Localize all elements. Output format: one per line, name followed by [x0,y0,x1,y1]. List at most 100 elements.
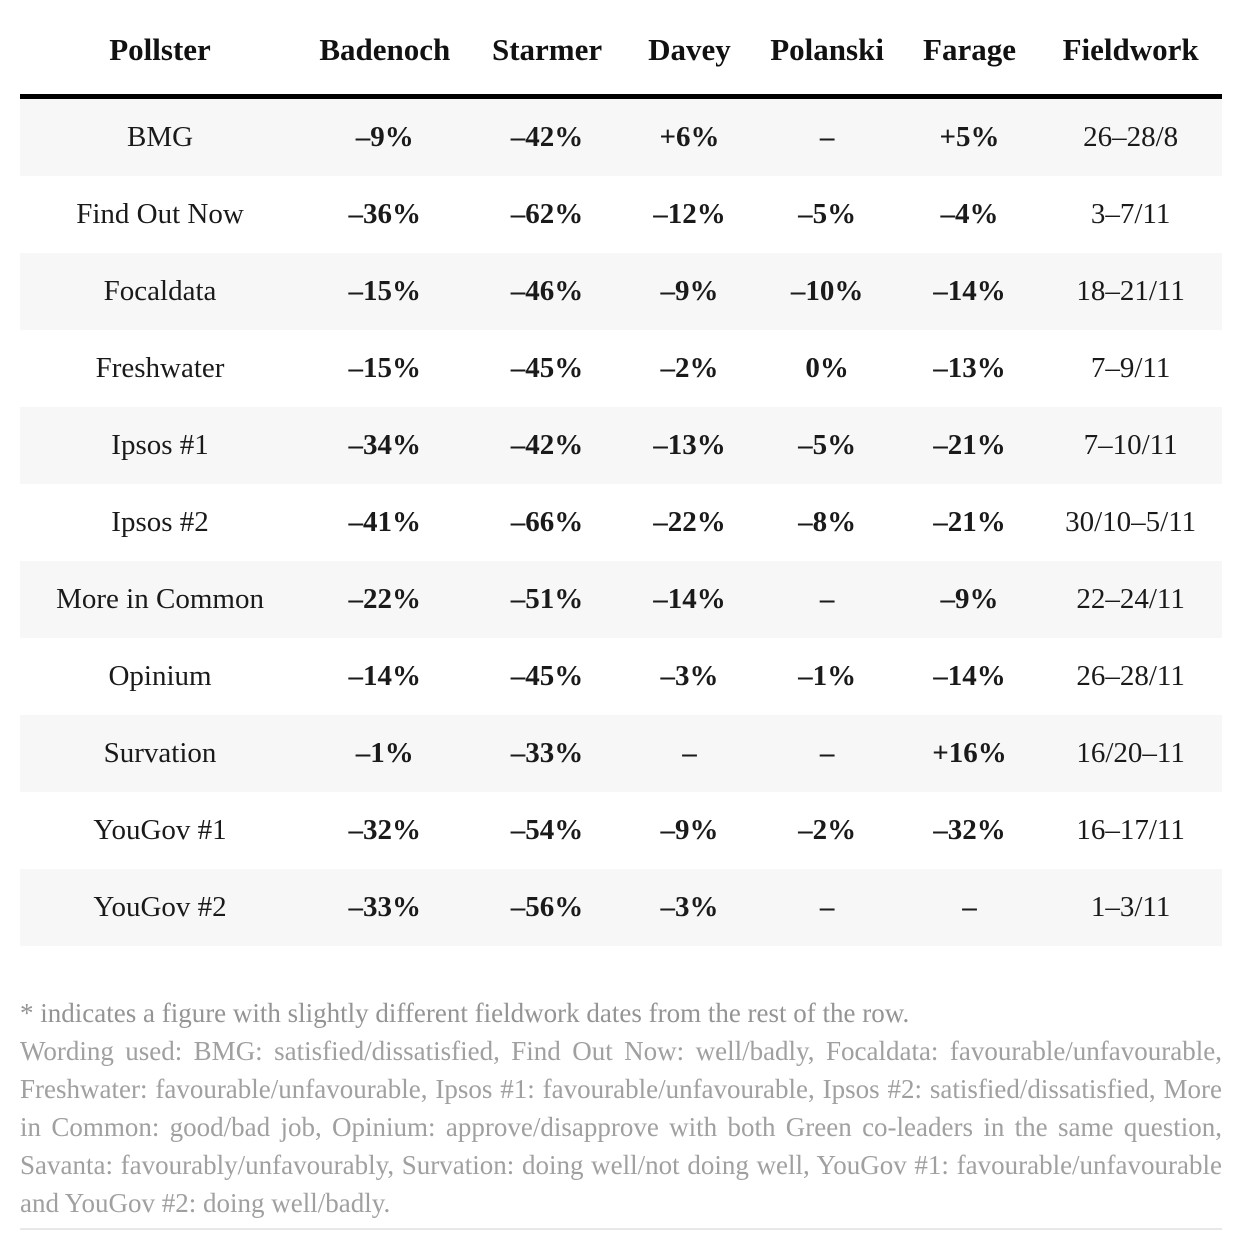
cell-farage: +5% [939,121,1000,153]
cell-farage: –13% [933,352,1006,384]
cell-polanski: –10% [790,275,864,307]
cell-badenoch: –36% [348,198,422,230]
cell-badenoch: –41% [348,506,422,538]
cell-davey: –12% [653,198,726,230]
cell-farage: +16% [932,737,1007,769]
cell-starmer: –46% [510,275,584,307]
cell-badenoch: –9% [355,121,414,153]
cell-polanski: – [819,121,835,153]
cell-polanski: –1% [798,660,857,692]
cell-starmer: –45% [510,660,584,692]
cell-farage: –21% [933,506,1006,538]
cell-starmer: –42% [510,121,584,153]
cell-starmer: –56% [510,891,584,923]
table-row: Focaldata –15% –46% –9% –10% –14% 18–21/… [20,253,1222,330]
cell-polanski: –8% [798,506,857,538]
cell-polanski: –5% [798,198,857,230]
cell-starmer: –33% [510,737,584,769]
cell-badenoch: –33% [348,891,422,923]
cell-davey: –13% [653,429,726,461]
cell-davey: –2% [660,352,719,384]
cell-polanski: – [819,891,835,923]
table-row: More in Common –22% –51% –14% – –9% 22–2… [20,561,1222,638]
cell-badenoch: –34% [348,429,422,461]
cell-fieldwork: 26–28/11 [1076,660,1185,692]
cell-fieldwork: 22–24/11 [1076,583,1185,615]
cell-pollster: Ipsos #2 [111,506,209,538]
table-row: Freshwater –15% –45% –2% 0% –13% 7–9/11 [20,330,1222,407]
cell-starmer: –42% [510,429,584,461]
table-row: Survation –1% –33% – – +16% 16/20–11 [20,715,1222,792]
cell-fieldwork: 18–21/11 [1076,275,1185,307]
cell-farage: –9% [940,583,999,615]
cell-davey: –22% [653,506,726,538]
table-row: YouGov #1 –32% –54% –9% –2% –32% 16–17/1… [20,792,1222,869]
polling-table: Pollster Badenoch Starmer Davey Polanski… [20,0,1222,946]
cell-polanski: 0% [805,352,849,384]
cell-fieldwork: 7–10/11 [1083,429,1178,461]
cell-davey: –9% [660,275,719,307]
column-header-fieldwork: Fieldwork [1039,0,1222,99]
column-header-pollster: Pollster [20,0,301,99]
column-header-farage: Farage [899,0,1040,99]
table-body: BMG –9% –42% +6% – +5% 26–28/8 Find Out … [20,96,1222,946]
table-row: Ipsos #1 –34% –42% –13% –5% –21% 7–10/11 [20,407,1222,484]
cell-pollster: Survation [103,737,217,769]
cell-fieldwork: 3–7/11 [1090,198,1171,230]
cell-pollster: More in Common [56,583,264,615]
column-header-starmer: Starmer [469,0,625,99]
cell-davey: +6% [659,121,720,153]
table-row: Find Out Now –36% –62% –12% –5% –4% 3–7/… [20,176,1222,253]
cell-pollster: YouGov #2 [93,891,227,923]
cell-farage: –32% [933,814,1006,846]
cell-badenoch: –1% [355,737,414,769]
cell-farage: – [962,891,977,923]
cell-fieldwork: 16–17/11 [1076,814,1185,846]
cell-badenoch: –14% [348,660,422,692]
cell-fieldwork: 26–28/8 [1083,121,1179,153]
cell-davey: – [682,737,697,769]
cell-fieldwork: 16/20–11 [1076,737,1185,769]
cell-pollster: Find Out Now [76,198,244,230]
header-row: Pollster Badenoch Starmer Davey Polanski… [20,0,1222,99]
wording-footnote: Wording used: BMG: satisfied/dissatisfie… [20,1036,1222,1218]
cell-pollster: Freshwater [95,352,225,384]
table-row: YouGov #2 –33% –56% –3% – – 1–3/11 [20,869,1222,946]
cell-fieldwork: 30/10–5/11 [1065,506,1197,538]
cell-badenoch: –15% [348,352,422,384]
footnotes: * indicates a figure with slightly diffe… [20,994,1222,1222]
cell-polanski: –2% [798,814,857,846]
bottom-divider [20,1228,1222,1230]
cell-polanski: – [819,737,835,769]
table-row: BMG –9% –42% +6% – +5% 26–28/8 [20,96,1222,176]
cell-davey: –3% [660,891,719,923]
cell-davey: –3% [660,660,719,692]
column-header-badenoch: Badenoch [300,0,470,99]
cell-pollster: Focaldata [103,275,217,307]
cell-starmer: –51% [510,583,584,615]
cell-starmer: –45% [510,352,584,384]
cell-fieldwork: 7–9/11 [1090,352,1171,384]
cell-badenoch: –15% [348,275,422,307]
cell-pollster: Opinium [108,660,212,692]
cell-polanski: –5% [798,429,857,461]
cell-farage: –14% [933,660,1006,692]
cell-pollster: Ipsos #1 [111,429,209,461]
cell-pollster: YouGov #1 [93,814,227,846]
table-header: Pollster Badenoch Starmer Davey Polanski… [20,0,1222,99]
cell-davey: –14% [653,583,726,615]
cell-davey: –9% [660,814,719,846]
table-row: Ipsos #2 –41% –66% –22% –8% –21% 30/10–5… [20,484,1222,561]
cell-pollster: BMG [126,121,194,153]
cell-starmer: –66% [510,506,584,538]
cell-polanski: – [819,583,835,615]
cell-starmer: –54% [510,814,584,846]
cell-farage: –21% [933,429,1006,461]
column-header-davey: Davey [624,0,755,99]
cell-farage: –14% [933,275,1006,307]
cell-farage: –4% [940,198,999,230]
cell-fieldwork: 1–3/11 [1090,891,1171,923]
cell-badenoch: –32% [348,814,422,846]
table-row: Opinium –14% –45% –3% –1% –14% 26–28/11 [20,638,1222,715]
